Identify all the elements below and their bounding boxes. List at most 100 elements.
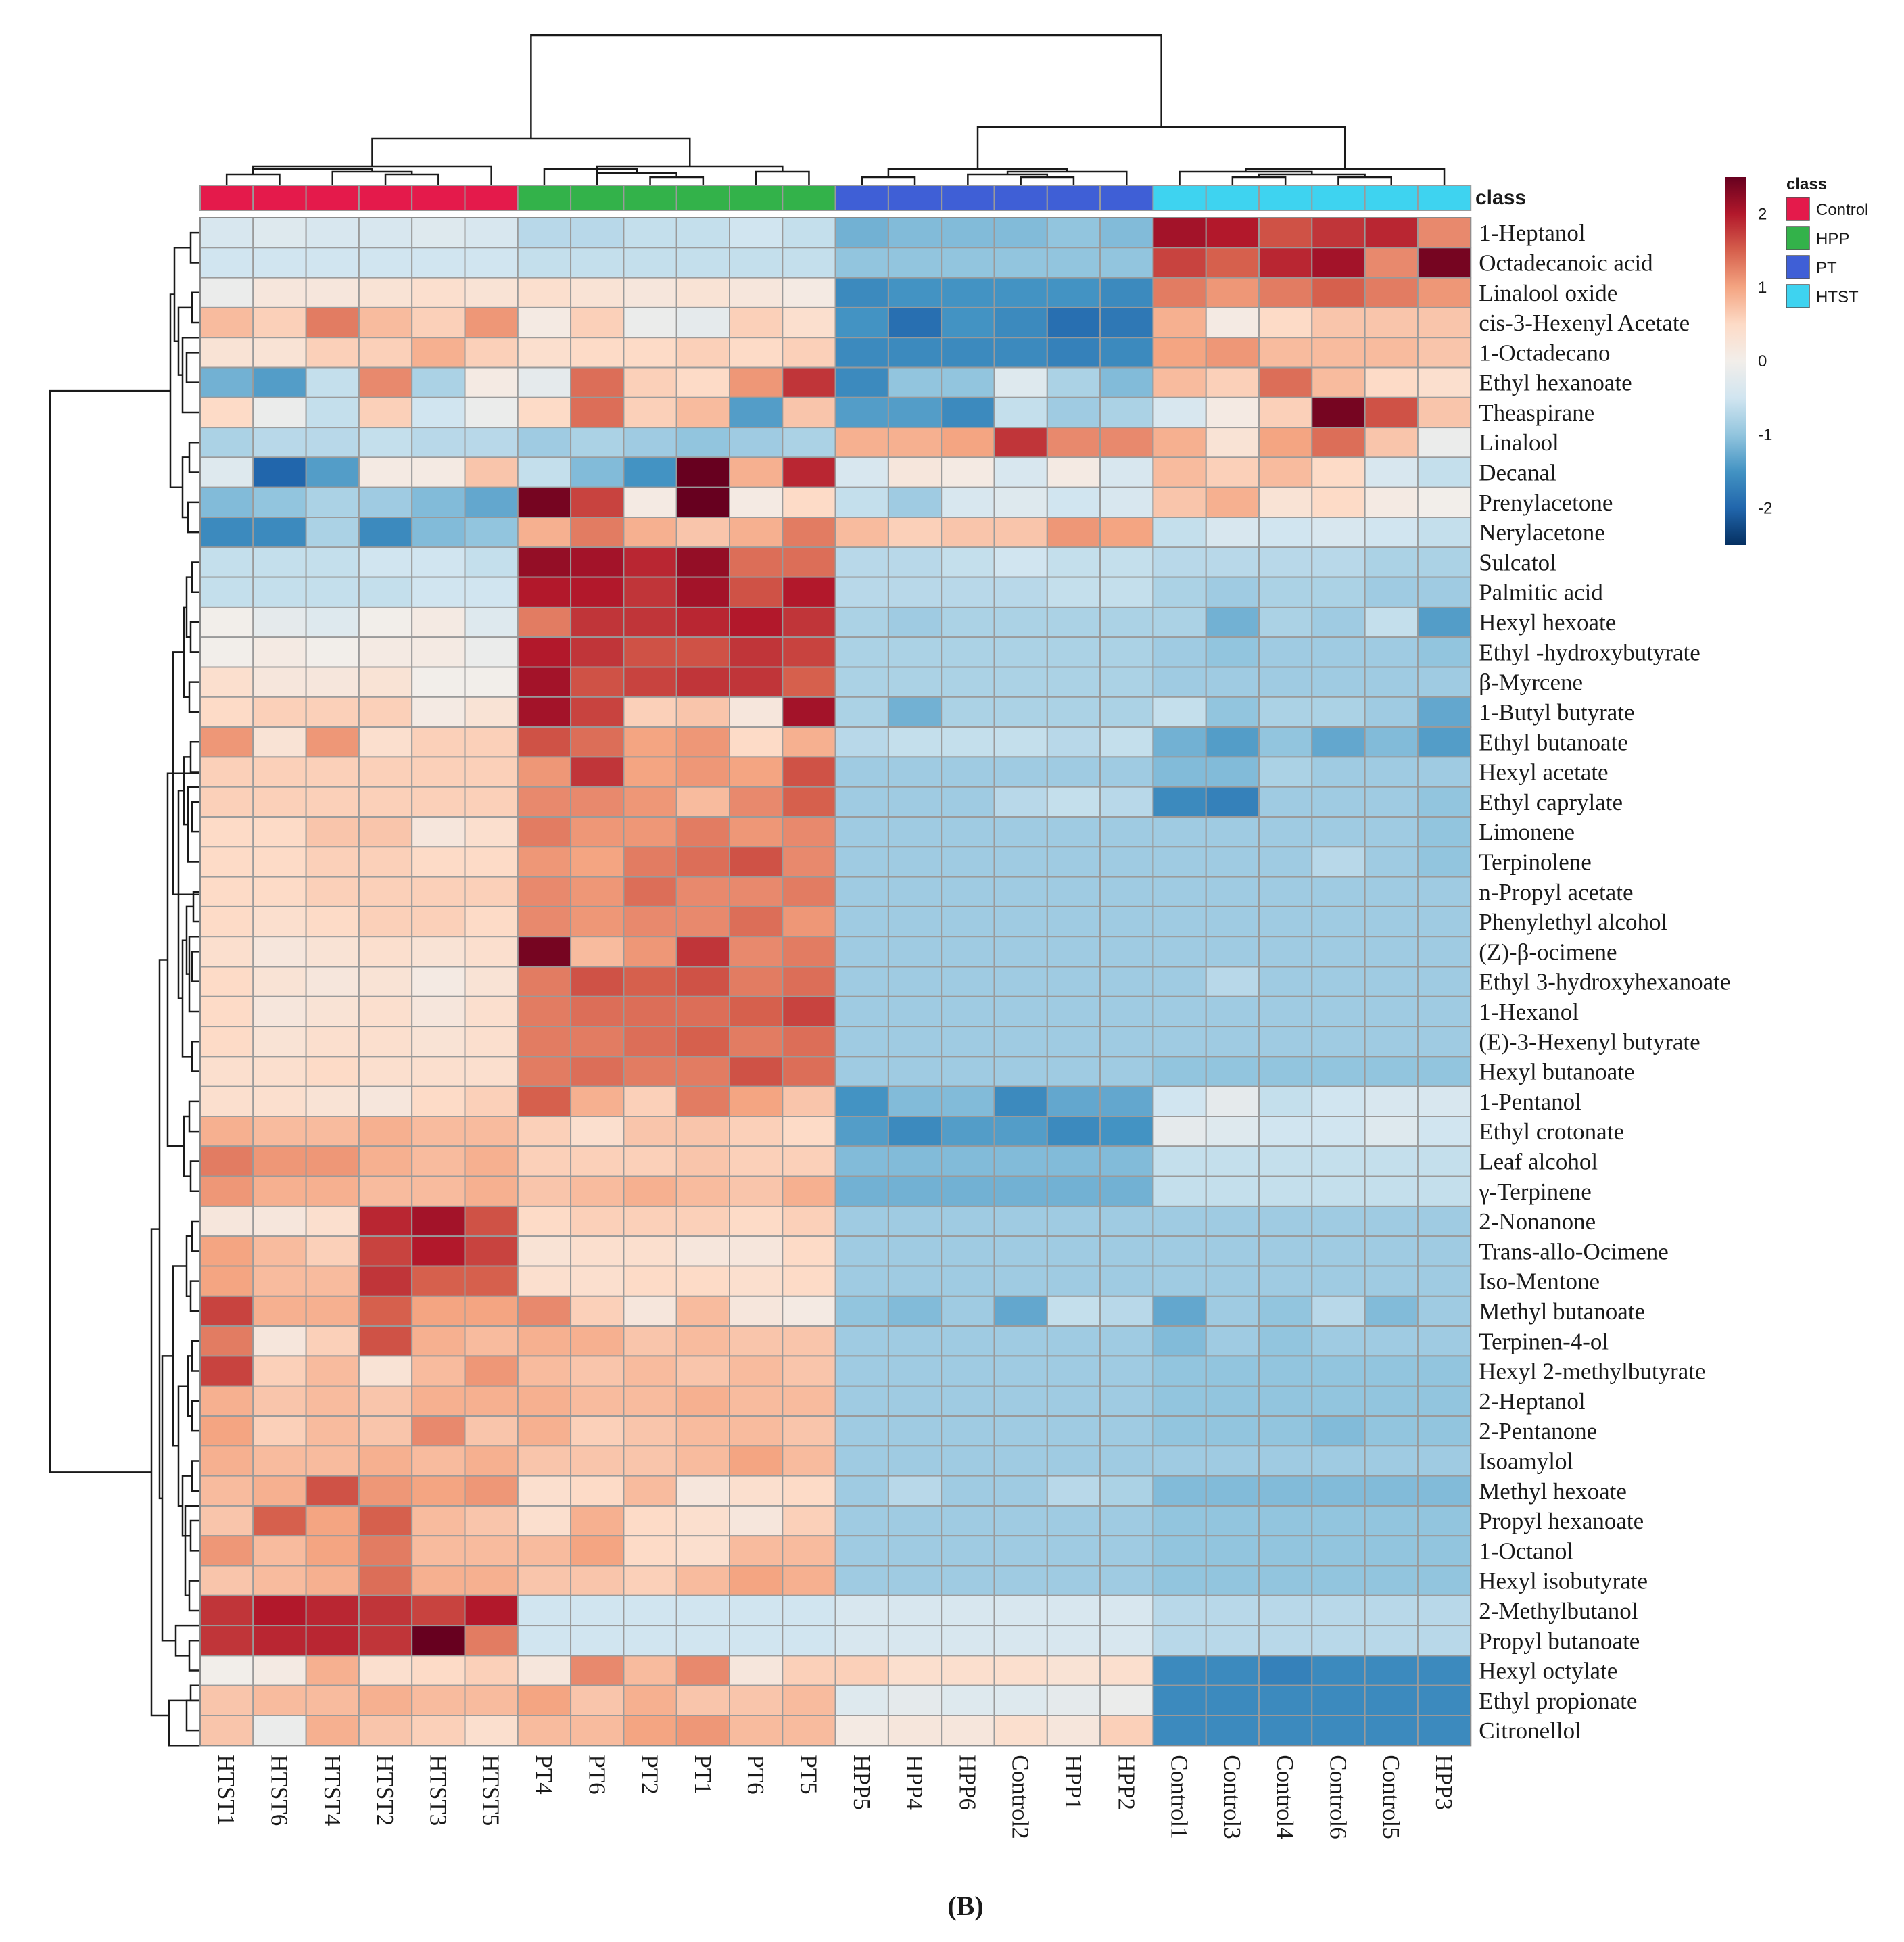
heatmap-cell [252,427,307,458]
row-label: γ-Terpinene [1478,1179,1592,1205]
row-label: Propyl hexanoate [1479,1508,1644,1534]
heatmap-cell [1364,1056,1419,1087]
heatmap-cell [993,1116,1048,1147]
heatmap-cell [623,636,677,668]
heatmap-cell [464,396,519,429]
heatmap-cell [782,1145,836,1177]
heatmap-cell [1099,1026,1154,1058]
heatmap-cell [941,1085,995,1117]
heatmap-cell [1205,456,1260,488]
heatmap-cell [1258,1205,1313,1237]
heatmap-cell [1311,995,1366,1028]
heatmap-cell [199,966,254,997]
heatmap-cell [675,576,731,608]
dendrogram-link [49,389,170,1473]
heatmap-cell [517,366,572,398]
row-label: Octadecanoic acid [1479,250,1653,276]
heatmap-cell [1364,1594,1419,1627]
heatmap-cell [729,1385,784,1417]
heatmap-cell [675,1056,731,1087]
heatmap-cell [464,1235,519,1267]
heatmap-cell [729,277,784,308]
heatmap-cell [1046,1535,1101,1567]
heatmap-cell [199,1505,254,1537]
heatmap-cell [887,486,943,519]
heatmap-cell [887,846,943,878]
panel-label: (B) [947,1891,983,1921]
row-label: 2-Nonanone [1479,1208,1596,1235]
heatmap-cell [305,816,360,848]
heatmap-cell [199,1085,254,1117]
heatmap-cell [1152,1145,1207,1177]
column-label: Control1 [1166,1755,1193,1839]
heatmap-cell [1364,1535,1419,1567]
heatmap-cell [570,517,625,548]
class-bar-cell [1311,185,1366,211]
heatmap-cell [675,905,731,938]
heatmap-cell [887,995,943,1028]
heatmap-cell [675,546,731,578]
heatmap-cell [1099,1415,1154,1447]
dendrogram-link [861,176,916,185]
heatmap-cell [358,696,413,728]
heatmap-cell [993,966,1048,997]
heatmap-cell [411,1594,466,1627]
class-bar-cell [887,185,943,211]
heatmap-cell [1152,846,1207,878]
heatmap-cell [1364,427,1419,458]
heatmap-cell [1046,1415,1101,1447]
heatmap-cell [358,905,413,938]
heatmap-cell [993,666,1048,698]
heatmap-cell [1311,1625,1366,1657]
row-label: n-Propyl acetate [1479,879,1633,905]
heatmap-cell [941,427,995,458]
heatmap-cell [1364,966,1419,997]
row-dendrogram [49,231,200,1747]
heatmap-cell [358,1655,413,1686]
heatmap-cell [358,1594,413,1627]
heatmap-cell [675,1655,731,1686]
column-label: PT5 [796,1755,822,1794]
heatmap-cell [782,486,836,519]
heatmap-cell [782,1235,836,1267]
heatmap-cell [1099,576,1154,608]
dendrogram-link [1020,176,1075,185]
row-label: Hexyl hexoate [1479,609,1616,636]
heatmap-cell [941,1265,995,1297]
heatmap-cell [623,1445,677,1477]
heatmap-cell [887,1565,943,1596]
heatmap-cell [411,1445,466,1477]
class-bar-cell [623,185,677,211]
heatmap-cell [305,756,360,788]
heatmap-cell [1205,1475,1260,1507]
heatmap-cell [1364,1445,1419,1477]
heatmap-cell [358,726,413,758]
class-bar-cell [1046,185,1101,211]
heatmap-cell [782,546,836,578]
heatmap-cell [1152,1265,1207,1297]
heatmap-cell [517,846,572,878]
heatmap-cell [305,1355,360,1387]
heatmap-cell [1152,995,1207,1028]
heatmap-cell [358,337,413,369]
column-label: Control4 [1272,1755,1298,1839]
heatmap-cell [782,1205,836,1237]
heatmap-cell [199,905,254,938]
heatmap-cell [887,966,943,997]
heatmap-cell [411,786,466,818]
heatmap-cell [834,756,889,788]
heatmap-cell [252,366,307,398]
heatmap-cell [570,247,625,279]
heatmap-cell [464,247,519,279]
heatmap-cell [464,1026,519,1058]
heatmap-cell [1205,1625,1260,1657]
heatmap-cell [941,1594,995,1627]
heatmap-cell [1205,666,1260,698]
heatmap-cell [1364,846,1419,878]
heatmap-cell [993,1295,1048,1327]
heatmap-cell [517,1505,572,1537]
heatmap-cell [834,1565,889,1596]
heatmap-cell [358,786,413,818]
heatmap-cell [517,1295,572,1327]
heatmap-cell [623,1505,677,1537]
